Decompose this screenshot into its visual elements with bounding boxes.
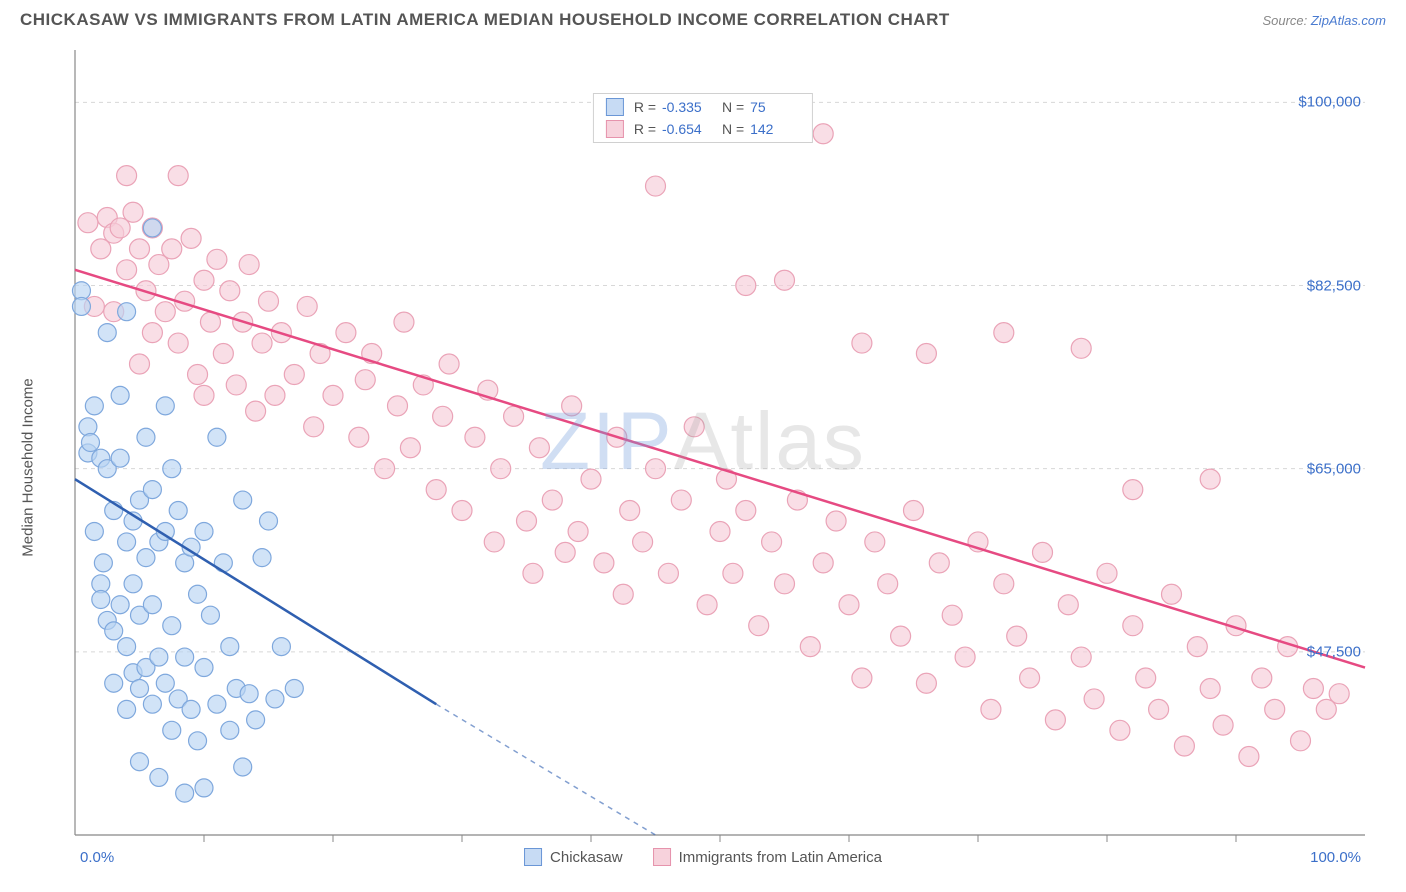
legend-label-latin: Immigrants from Latin America — [679, 849, 882, 866]
legend-item-latin: Immigrants from Latin America — [653, 848, 882, 866]
x-axis-max-label: 100.0% — [1310, 849, 1361, 866]
n-label: N = — [722, 99, 748, 115]
stats-legend: R = -0.335 N = 75 R = -0.654 N = 142 — [593, 93, 813, 143]
legend-swatch-chickasaw — [524, 848, 542, 866]
y-tick-label: $65,000 — [1307, 460, 1361, 477]
r-value-chickasaw: -0.335 — [662, 99, 712, 115]
r-value-latin: -0.654 — [662, 121, 712, 137]
stats-row-latin: R = -0.654 N = 142 — [594, 118, 812, 140]
bottom-legend: Chickasaw Immigrants from Latin America — [524, 848, 882, 866]
r-label: R = — [634, 99, 660, 115]
stats-row-chickasaw: R = -0.335 N = 75 — [594, 96, 812, 118]
y-tick-label: $100,000 — [1298, 94, 1361, 111]
y-axis-label: Median Household Income — [20, 378, 37, 556]
n-value-chickasaw: 75 — [750, 99, 800, 115]
chart-header: CHICKASAW VS IMMIGRANTS FROM LATIN AMERI… — [0, 0, 1406, 35]
chart-source: Source: ZipAtlas.com — [1262, 13, 1386, 28]
r-label: R = — [634, 121, 660, 137]
x-axis-min-label: 0.0% — [80, 849, 114, 866]
scatter-chart — [20, 45, 1386, 872]
swatch-chickasaw — [606, 98, 624, 116]
swatch-latin — [606, 120, 624, 138]
y-tick-label: $47,500 — [1307, 643, 1361, 660]
n-label: N = — [722, 121, 748, 137]
chart-title: CHICKASAW VS IMMIGRANTS FROM LATIN AMERI… — [20, 10, 950, 30]
legend-item-chickasaw: Chickasaw — [524, 848, 623, 866]
legend-label-chickasaw: Chickasaw — [550, 849, 623, 866]
y-tick-label: $82,500 — [1307, 277, 1361, 294]
legend-swatch-latin — [653, 848, 671, 866]
source-link[interactable]: ZipAtlas.com — [1311, 13, 1386, 28]
source-prefix: Source: — [1262, 13, 1310, 28]
n-value-latin: 142 — [750, 121, 800, 137]
chart-container: Median Household Income ZIPAtlas R = -0.… — [20, 45, 1386, 872]
